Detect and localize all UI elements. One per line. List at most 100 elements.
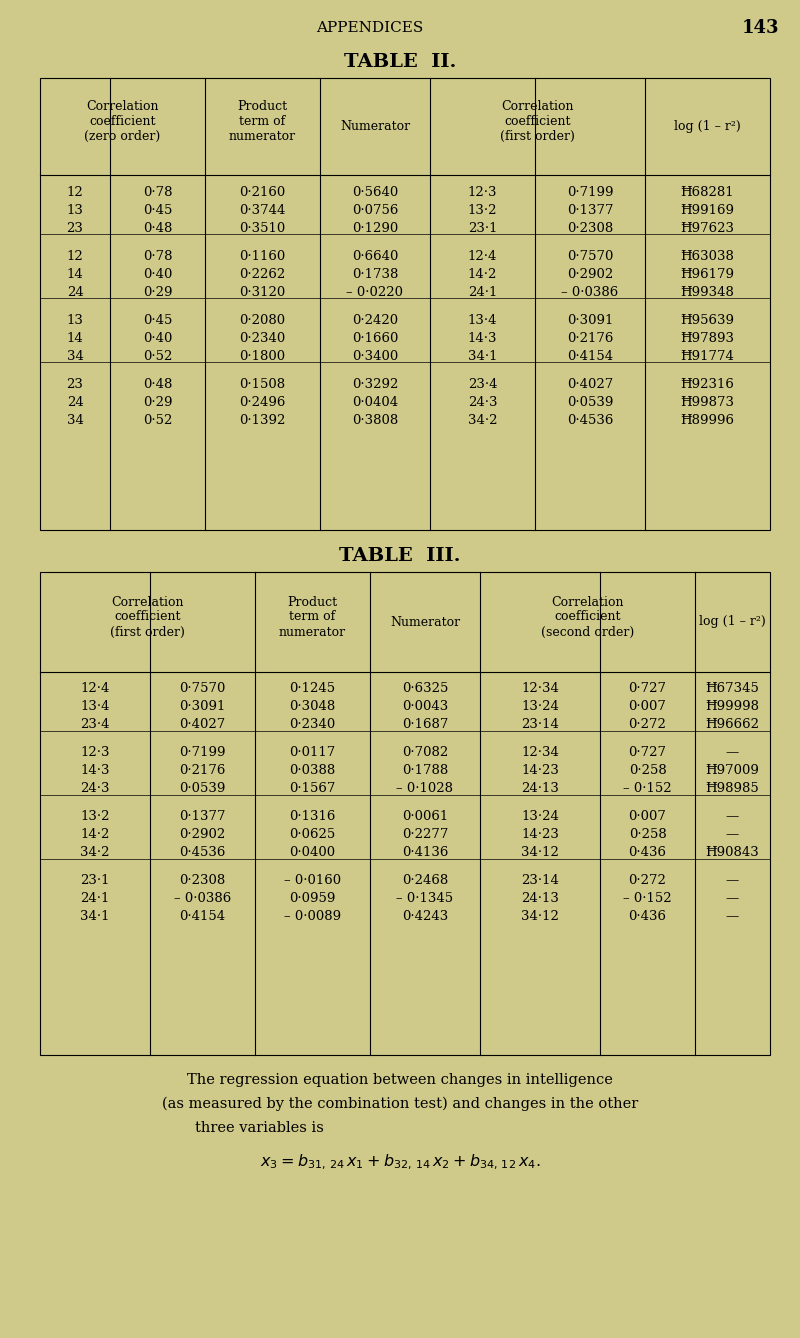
Text: Correlation
coefficient
(first order): Correlation coefficient (first order) (500, 100, 575, 143)
Text: 0·52: 0·52 (143, 349, 172, 363)
Text: 0·1377: 0·1377 (566, 203, 614, 217)
Text: 0·4243: 0·4243 (402, 910, 448, 923)
Text: 24·3: 24·3 (468, 396, 498, 408)
Text: 13·24: 13·24 (521, 811, 559, 823)
Text: 0·7082: 0·7082 (402, 747, 448, 760)
Text: 0·2468: 0·2468 (402, 875, 448, 887)
Text: 0·3120: 0·3120 (239, 285, 286, 298)
Text: Ħ92316: Ħ92316 (681, 377, 734, 391)
Text: 0·40: 0·40 (143, 332, 172, 344)
Text: APPENDICES: APPENDICES (316, 21, 424, 35)
Text: 0·7199: 0·7199 (179, 747, 226, 760)
Text: Numerator: Numerator (390, 615, 460, 629)
Text: 0·2340: 0·2340 (239, 332, 286, 344)
Text: 0·1316: 0·1316 (290, 811, 336, 823)
Text: 0·258: 0·258 (629, 764, 666, 777)
Text: log (1 – r²): log (1 – r²) (674, 120, 741, 132)
Text: 0·2308: 0·2308 (179, 875, 226, 887)
Text: Ħ97623: Ħ97623 (681, 222, 734, 234)
Text: Ħ89996: Ħ89996 (681, 413, 734, 427)
Text: 24·3: 24·3 (80, 783, 110, 796)
Text: 14·3: 14·3 (80, 764, 110, 777)
Text: Ħ96179: Ħ96179 (681, 268, 734, 281)
Text: 0·0061: 0·0061 (402, 811, 448, 823)
Text: 0·2176: 0·2176 (179, 764, 226, 777)
Text: – 0·0220: – 0·0220 (346, 285, 403, 298)
Text: Ħ99348: Ħ99348 (681, 285, 734, 298)
Text: 0·0043: 0·0043 (402, 701, 448, 713)
Text: 0·7570: 0·7570 (179, 682, 226, 696)
Text: Correlation
coefficient
(first order): Correlation coefficient (first order) (110, 595, 185, 638)
Text: 24·1: 24·1 (468, 285, 497, 298)
Text: 0·0388: 0·0388 (290, 764, 336, 777)
Text: 0·2902: 0·2902 (567, 268, 613, 281)
Text: 14: 14 (66, 332, 83, 344)
Text: (as measured by the combination test) and changes in the other: (as measured by the combination test) an… (162, 1097, 638, 1111)
Text: 0·1290: 0·1290 (352, 222, 398, 234)
Text: 24·1: 24·1 (80, 892, 110, 906)
Text: 0·4154: 0·4154 (179, 910, 226, 923)
Text: 12·34: 12·34 (521, 747, 559, 760)
Text: 13·2: 13·2 (80, 811, 110, 823)
Text: 13·4: 13·4 (468, 313, 498, 326)
Text: Ħ97009: Ħ97009 (706, 764, 759, 777)
Text: 0·0117: 0·0117 (290, 747, 336, 760)
Text: 0·1567: 0·1567 (290, 783, 336, 796)
Text: 24: 24 (66, 396, 83, 408)
Text: 0·436: 0·436 (629, 910, 666, 923)
Text: – 0·0386: – 0·0386 (174, 892, 231, 906)
Text: $x_3 = b_{31,\,24}\,x_1 + b_{32,\,14}\,x_2 + b_{34,\,12}\,x_4.$: $x_3 = b_{31,\,24}\,x_1 + b_{32,\,14}\,x… (260, 1152, 540, 1172)
Text: 0·2080: 0·2080 (239, 313, 286, 326)
Text: 0·436: 0·436 (629, 847, 666, 859)
Text: 0·1800: 0·1800 (239, 349, 286, 363)
Text: 0·2902: 0·2902 (179, 828, 226, 842)
Text: 0·78: 0·78 (142, 249, 172, 262)
Text: – 0·152: – 0·152 (623, 783, 672, 796)
Text: 13: 13 (66, 203, 83, 217)
Text: 0·007: 0·007 (629, 811, 666, 823)
Text: 12·34: 12·34 (521, 682, 559, 696)
Text: 0·3091: 0·3091 (179, 701, 226, 713)
Text: 0·48: 0·48 (143, 222, 172, 234)
Text: – 0·152: – 0·152 (623, 892, 672, 906)
Text: 0·3808: 0·3808 (352, 413, 398, 427)
Text: 0·2496: 0·2496 (239, 396, 286, 408)
Text: 0·0756: 0·0756 (352, 203, 398, 217)
Text: 0·2277: 0·2277 (402, 828, 448, 842)
Text: Correlation
coefficient
(zero order): Correlation coefficient (zero order) (84, 100, 161, 143)
Text: 23·14: 23·14 (521, 875, 559, 887)
Text: 14·2: 14·2 (80, 828, 110, 842)
Bar (40, 573, 770, 1054)
Text: Ħ63038: Ħ63038 (681, 249, 734, 262)
Text: 34·12: 34·12 (521, 847, 559, 859)
Text: 0·727: 0·727 (629, 682, 666, 696)
Text: 0·272: 0·272 (629, 719, 666, 732)
Text: 0·3091: 0·3091 (567, 313, 613, 326)
Text: 0·272: 0·272 (629, 875, 666, 887)
Text: 34: 34 (66, 413, 83, 427)
Text: —: — (726, 910, 739, 923)
Text: 0·1660: 0·1660 (352, 332, 398, 344)
Text: 14·23: 14·23 (521, 764, 559, 777)
Text: TABLE  III.: TABLE III. (339, 547, 461, 565)
Text: —: — (726, 828, 739, 842)
Text: 14: 14 (66, 268, 83, 281)
Text: 0·29: 0·29 (142, 285, 172, 298)
Text: 13: 13 (66, 313, 83, 326)
Text: – 0·1345: – 0·1345 (397, 892, 454, 906)
Text: 0·0539: 0·0539 (567, 396, 613, 408)
Text: 34·12: 34·12 (521, 910, 559, 923)
Text: 0·1508: 0·1508 (239, 377, 286, 391)
Text: Ħ99873: Ħ99873 (681, 396, 734, 408)
Text: 0·2160: 0·2160 (239, 186, 286, 198)
Text: Product
term of
numerator: Product term of numerator (229, 100, 296, 143)
Text: Ħ99169: Ħ99169 (681, 203, 734, 217)
Text: – 0·0160: – 0·0160 (284, 875, 341, 887)
Text: 0·3048: 0·3048 (290, 701, 336, 713)
Text: 34·1: 34·1 (468, 349, 498, 363)
Text: 0·4536: 0·4536 (179, 847, 226, 859)
Text: 23·1: 23·1 (80, 875, 110, 887)
Text: 14·3: 14·3 (468, 332, 498, 344)
Text: —: — (726, 875, 739, 887)
Text: Ħ96662: Ħ96662 (706, 719, 759, 732)
